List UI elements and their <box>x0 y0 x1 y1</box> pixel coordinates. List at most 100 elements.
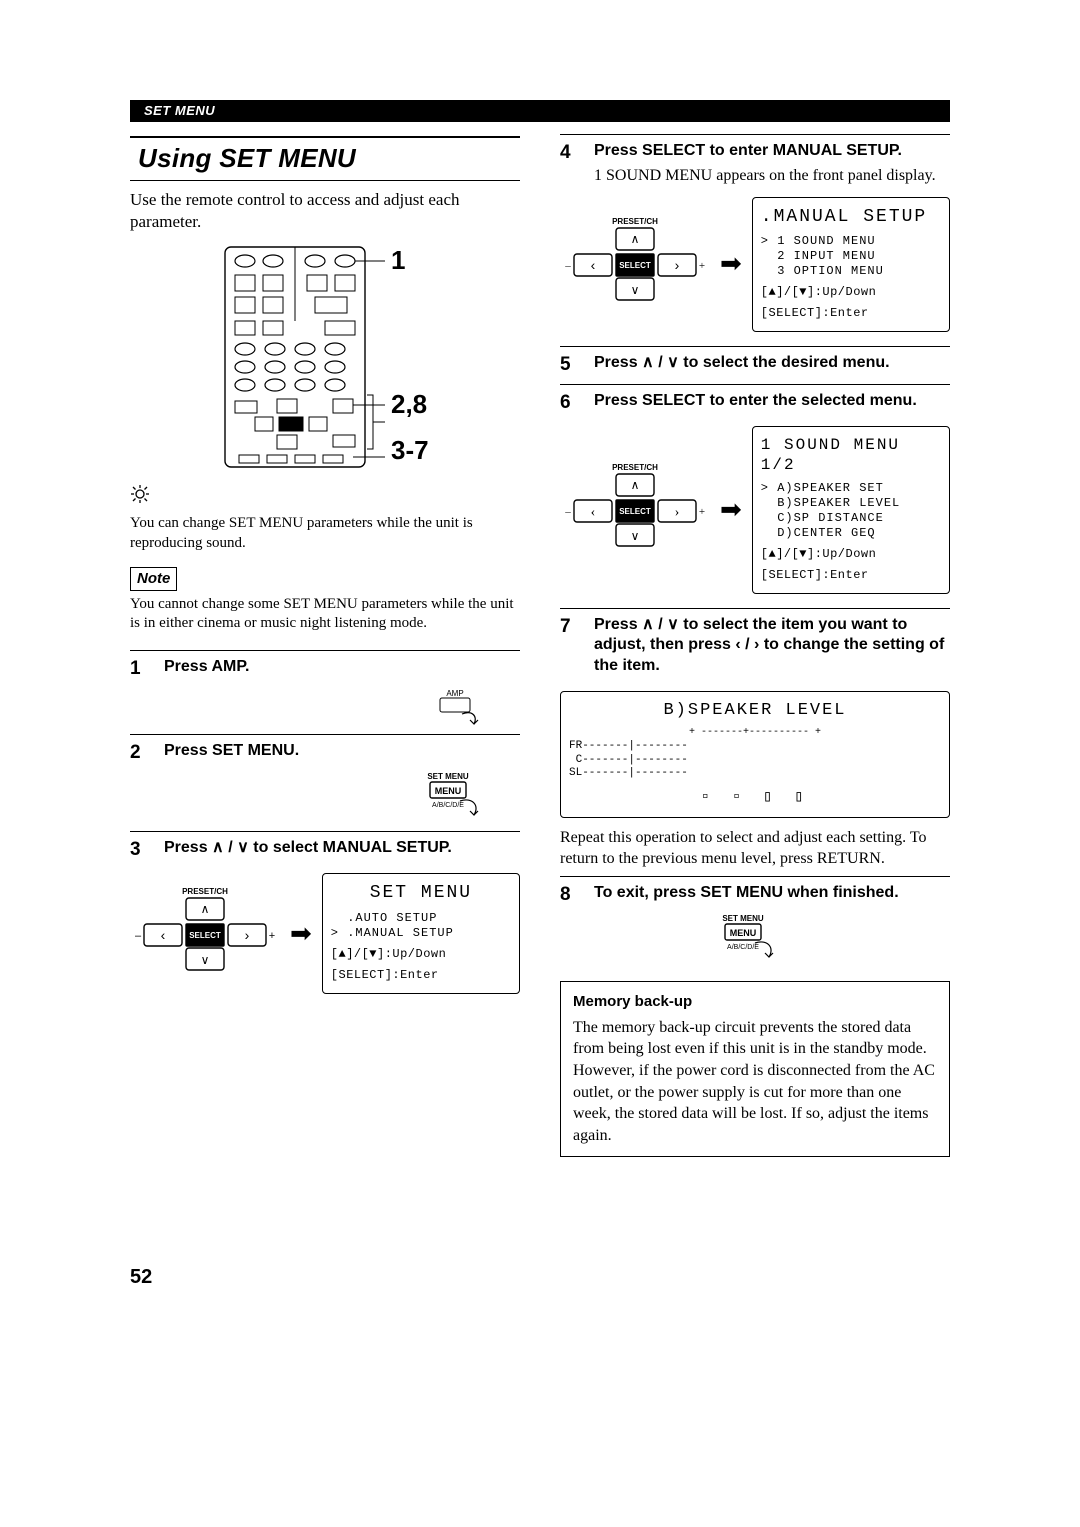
step-title: Press ∧ / ∨ to select the item you want … <box>594 615 950 677</box>
svg-text:∧: ∧ <box>201 902 210 916</box>
tip-text: You can change SET MENU parameters while… <box>130 514 520 553</box>
step-title: Press ∧ / ∨ to select the desired menu. <box>594 353 950 374</box>
step-number: 5 <box>560 353 582 378</box>
up-icon: ∧ <box>642 616 654 633</box>
divider <box>560 384 950 385</box>
divider <box>560 876 950 877</box>
step-text: Press <box>164 839 212 856</box>
svg-text:›: › <box>675 257 680 273</box>
svg-text:‹: ‹ <box>161 927 166 943</box>
step-number: 6 <box>560 391 582 416</box>
memory-head: Memory back-up <box>573 992 937 1012</box>
step-1: 1 Press AMP. <box>130 657 520 682</box>
svg-text:∨: ∨ <box>201 953 210 967</box>
divider <box>130 734 520 735</box>
step7-after: Repeat this operation to select and adju… <box>560 828 950 870</box>
page-title: Using SET MENU <box>138 142 514 176</box>
divider <box>130 831 520 832</box>
arrow-right-icon: ➡ <box>720 247 742 281</box>
svg-text:AMP: AMP <box>446 689 463 698</box>
lcd-sound: 1 SOUND MENU 1/2 > A)SPEAKER SET B)SPEAK… <box>752 426 950 594</box>
divider <box>560 134 950 135</box>
step3-screen: PRESET/CH ∧ ∨ ‹ › SELECT – + ➡ SET MENU <box>130 873 520 994</box>
sep: / <box>654 354 667 371</box>
svg-text:SET MENU: SET MENU <box>722 914 764 923</box>
step-5: 5 Press ∧ / ∨ to select the desired menu… <box>560 353 950 378</box>
step-7: 7 Press ∧ / ∨ to select the item you wan… <box>560 615 950 681</box>
svg-text:›: › <box>245 927 250 943</box>
lcd-footer: [▲]/[▼]:Up/Down <box>761 285 941 300</box>
lcd-title: SET MENU <box>331 882 511 905</box>
step-6: 6 Press SELECT to enter the selected men… <box>560 391 950 416</box>
lcd-title: B)SPEAKER LEVEL <box>569 700 941 721</box>
lcd-footer: [▲]/[▼]:Up/Down <box>761 547 941 562</box>
step-title: Press AMP. <box>164 657 520 678</box>
dpad-icon: PRESET/CH ∧ ∨ ‹ › SELECT – + <box>130 884 280 984</box>
menu-button-icon: SET MENU MENU A/B/C/D/E <box>715 913 795 967</box>
sep: / <box>654 616 667 633</box>
step-number: 8 <box>560 883 582 908</box>
t: Press <box>594 354 642 371</box>
page-number: 52 <box>130 1264 520 1290</box>
svg-text:SET MENU: SET MENU <box>427 772 469 781</box>
callout-1: 1 <box>391 245 405 275</box>
speaker-icons: ▫ ▫ ▯ ▯ <box>569 787 941 807</box>
svg-text:SELECT: SELECT <box>619 507 651 516</box>
up-icon: ∧ <box>642 354 654 371</box>
svg-text:PRESET/CH: PRESET/CH <box>612 217 658 226</box>
svg-text:∧: ∧ <box>631 478 640 492</box>
step-title: Press ∧ / ∨ to select MANUAL SETUP. <box>164 838 520 859</box>
svg-text:SELECT: SELECT <box>619 261 651 270</box>
step-title: To exit, press SET MENU when finished. <box>594 883 950 904</box>
lcd-line: D)CENTER GEQ <box>761 526 941 541</box>
svg-text:∧: ∧ <box>631 232 640 246</box>
dpad-icon: PRESET/CH ∧∨ ‹› SELECT –+ <box>560 460 710 560</box>
lcd-line: > A)SPEAKER SET <box>761 481 941 496</box>
step4-screen: PRESET/CH ∧ ∨ ‹ › SELECT –+ ➡ .MANUAL SE… <box>560 197 950 333</box>
memory-body: The memory back-up circuit prevents the … <box>573 1017 937 1147</box>
page-title-block: Using SET MENU <box>130 136 520 181</box>
lcd-footer: [SELECT]:Enter <box>761 568 941 583</box>
remote-diagram: 1 2,8 3-7 <box>130 245 520 470</box>
sep: / <box>741 636 754 653</box>
note-body: You cannot change some SET MENU paramete… <box>130 595 520 634</box>
down-icon: ∨ <box>667 354 679 371</box>
step-number: 3 <box>130 838 152 863</box>
step-number: 4 <box>560 141 582 187</box>
svg-text:‹: ‹ <box>591 257 596 273</box>
lcd-line: B)SPEAKER LEVEL <box>761 496 941 511</box>
amp-button-icon: AMP <box>430 688 500 728</box>
lcd-footer: [SELECT]:Enter <box>331 968 511 983</box>
lcd-line: SL-------|-------- <box>569 767 941 781</box>
svg-text:A/B/C/D/E: A/B/C/D/E <box>432 802 464 809</box>
t: to select the desired menu. <box>679 354 890 371</box>
svg-text:–: – <box>564 506 571 518</box>
lcd-footer: [▲]/[▼]:Up/Down <box>331 947 511 962</box>
step-4: 4 Press SELECT to enter MANUAL SETUP. 1 … <box>560 141 950 187</box>
setmenu-button-diagram: SET MENU MENU A/B/C/D/E <box>130 771 520 825</box>
step-8: 8 To exit, press SET MENU when finished. <box>560 883 950 908</box>
remote-icon: 1 2,8 3-7 <box>195 245 455 470</box>
step-title: Press SELECT to enter the selected menu. <box>594 391 950 412</box>
step-2: 2 Press SET MENU. <box>130 741 520 766</box>
svg-text:PRESET/CH: PRESET/CH <box>612 463 658 472</box>
menu-button-icon: SET MENU MENU A/B/C/D/E <box>420 771 500 825</box>
step-number: 1 <box>130 657 152 682</box>
lcd-line: C)SP DISTANCE <box>761 511 941 526</box>
lcd-line: FR-------|-------- <box>569 740 941 754</box>
lcd-line: > 1 SOUND MENU <box>761 234 941 249</box>
svg-text:–: – <box>564 260 571 272</box>
note-heading: Note <box>130 567 177 591</box>
lcd-title: 1 SOUND MENU 1/2 <box>761 435 941 475</box>
svg-text:∨: ∨ <box>631 283 640 297</box>
svg-text:+: + <box>269 930 275 942</box>
step-text: to select MANUAL SETUP. <box>249 839 452 856</box>
svg-text:PRESET/CH: PRESET/CH <box>182 887 228 896</box>
arrow-right-icon: ➡ <box>290 917 312 951</box>
svg-text:SELECT: SELECT <box>189 931 221 940</box>
lcd-line: 3 OPTION MENU <box>761 264 941 279</box>
lcd-line: 2 INPUT MENU <box>761 249 941 264</box>
lcd-setmenu: SET MENU .AUTO SETUP > .MANUAL SETUP [▲]… <box>322 873 520 994</box>
up-icon: ∧ <box>212 839 224 856</box>
down-icon: ∨ <box>667 616 679 633</box>
